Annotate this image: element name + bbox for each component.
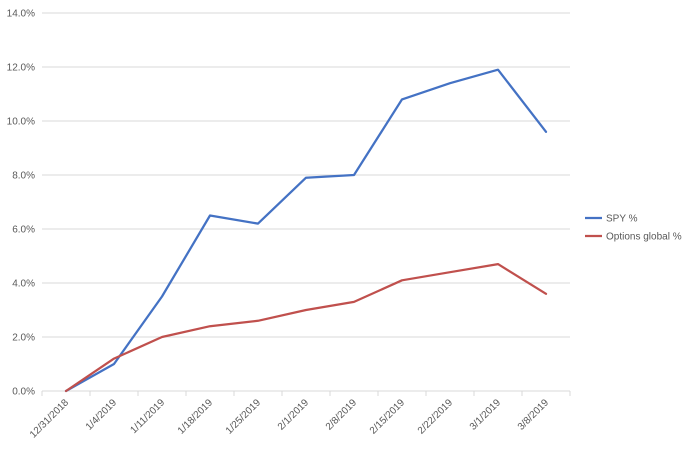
y-tick-label: 8.0% bbox=[12, 171, 35, 182]
series-lines bbox=[64, 68, 548, 393]
data-point bbox=[545, 293, 547, 295]
x-tick-label: 3/8/2019 bbox=[516, 397, 552, 433]
data-point bbox=[113, 357, 115, 359]
y-tick-label: 4.0% bbox=[12, 279, 35, 290]
x-tick-label: 1/18/2019 bbox=[176, 397, 216, 437]
x-tick-label: 12/31/2018 bbox=[28, 397, 71, 440]
x-tick-label: 3/1/2019 bbox=[468, 397, 504, 433]
data-point bbox=[113, 363, 115, 365]
data-point bbox=[257, 222, 259, 224]
y-tick-label: 0.0% bbox=[12, 387, 35, 398]
x-tick-label: 1/4/2019 bbox=[84, 397, 120, 433]
data-point bbox=[209, 325, 211, 327]
y-tick-label: 10.0% bbox=[7, 117, 35, 128]
data-point bbox=[449, 271, 451, 273]
x-tick-label: 2/15/2019 bbox=[368, 397, 408, 437]
data-point bbox=[257, 320, 259, 322]
legend-label: SPY % bbox=[606, 214, 638, 225]
legend: SPY % Options global % bbox=[585, 214, 682, 243]
y-tick-label: 12.0% bbox=[7, 63, 35, 74]
data-point bbox=[497, 69, 499, 71]
data-point bbox=[161, 336, 163, 338]
y-tick-label: 2.0% bbox=[12, 333, 35, 344]
data-point bbox=[65, 390, 67, 392]
y-tick-label: 6.0% bbox=[12, 225, 35, 236]
x-tick-label: 2/22/2019 bbox=[416, 397, 456, 437]
data-point bbox=[161, 295, 163, 297]
x-tick-label: 2/1/2019 bbox=[276, 397, 312, 433]
series-line-1 bbox=[64, 262, 548, 393]
x-tick-label: 1/11/2019 bbox=[128, 397, 167, 436]
data-point bbox=[545, 131, 547, 133]
legend-label: Options global % bbox=[606, 232, 682, 243]
series-line-0 bbox=[64, 68, 548, 393]
gridlines bbox=[42, 12, 570, 338]
data-point bbox=[401, 279, 403, 281]
data-point bbox=[497, 263, 499, 265]
x-tick-label: 1/25/2019 bbox=[224, 397, 264, 437]
y-tick-label: 14.0% bbox=[7, 9, 35, 20]
data-point bbox=[353, 301, 355, 303]
x-tick-label: 2/8/2019 bbox=[324, 397, 360, 433]
data-point bbox=[305, 309, 307, 311]
data-point bbox=[449, 82, 451, 84]
data-point bbox=[209, 214, 211, 216]
data-point bbox=[353, 174, 355, 176]
data-point bbox=[401, 98, 403, 100]
data-point bbox=[305, 177, 307, 179]
